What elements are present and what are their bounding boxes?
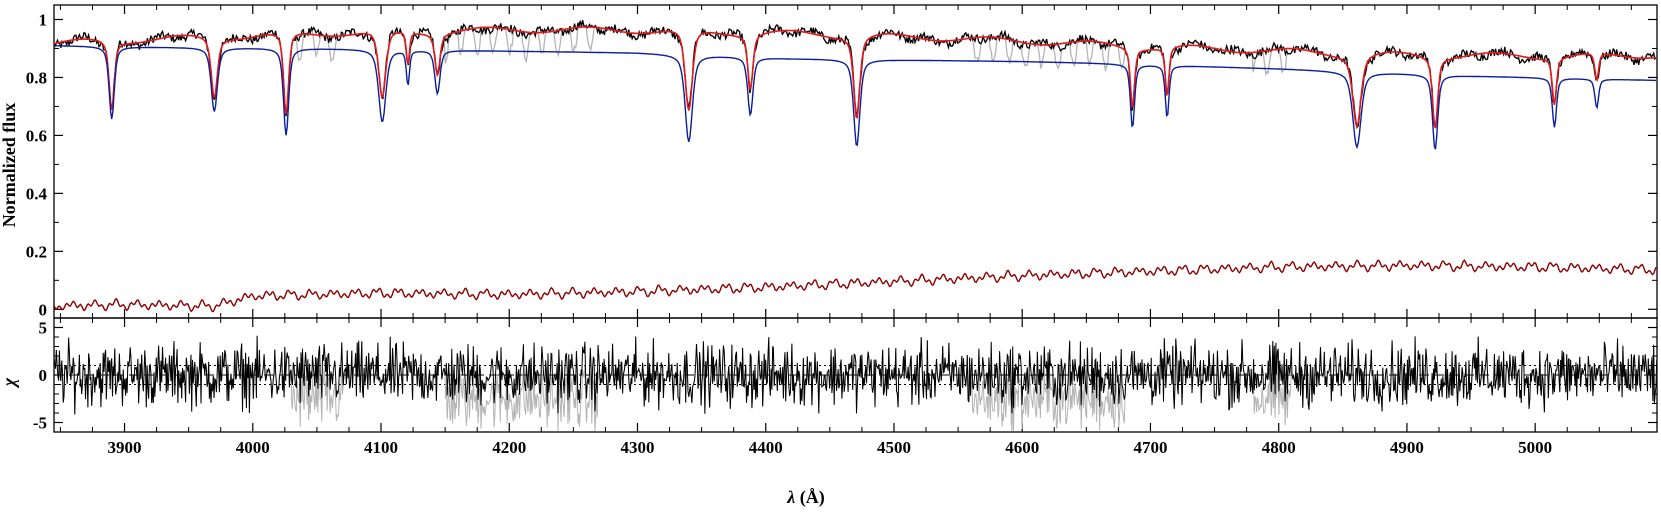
y-tick-label: 0 [39,366,48,385]
spectrum-series [53,20,1657,313]
x-axis-title: λ (Å) [786,487,825,508]
x-tick-label: 4700 [1133,438,1167,457]
y-tick-label: 0.8 [26,68,47,87]
x-axis-title-unit: (Å) [795,487,825,508]
residual-panel: 3900 4000 4100 4200 4300 4400 4500 4600 4700 4800… [33,317,1658,457]
x-tick-label: 4000 [236,438,270,457]
residual-axis-ticks: 3900 4000 4100 4200 4300 4400 4500 4600 4700 4800… [33,318,1657,457]
residual-line [53,335,1658,415]
x-tick-label: 4600 [1005,438,1039,457]
y-tick-label: 0 [39,300,48,319]
x-tick-label: 4800 [1262,438,1296,457]
residual-masked-line [53,335,1658,432]
y-axis-title-flux: Normalized flux [0,103,19,227]
component-2-model-line [53,259,1657,313]
x-axis-title-lambda: λ [786,487,795,507]
y-tick-label: 0.6 [26,126,47,145]
x-tick-label: 4900 [1390,438,1424,457]
x-tick-label: 4400 [749,438,783,457]
y-tick-label: -5 [33,414,47,433]
x-tick-label: 4200 [492,438,526,457]
y-tick-label: 1 [39,10,48,29]
y-tick-label: 0.4 [26,184,48,203]
x-tick-label: 5000 [1518,438,1552,457]
spectrum-panel: 0 0.2 0.4 0.6 0.8 1 [26,4,1658,319]
x-tick-label: 4300 [620,438,654,457]
residual-series [53,335,1658,432]
x-tick-label: 4500 [877,438,911,457]
x-tick-label: 4100 [364,438,398,457]
y-tick-label: 5 [39,319,48,338]
x-tick-label: 3900 [108,438,142,457]
spectrum-axis-ticks: 0 0.2 0.4 0.6 0.8 1 [26,5,1657,319]
component-1-model-line [53,45,1656,150]
spectrum-plot-frame [53,4,1658,319]
y-axis-title-chi: χ [0,377,19,389]
y-tick-label: 0.2 [26,242,47,261]
composite-model-line [53,26,1657,129]
